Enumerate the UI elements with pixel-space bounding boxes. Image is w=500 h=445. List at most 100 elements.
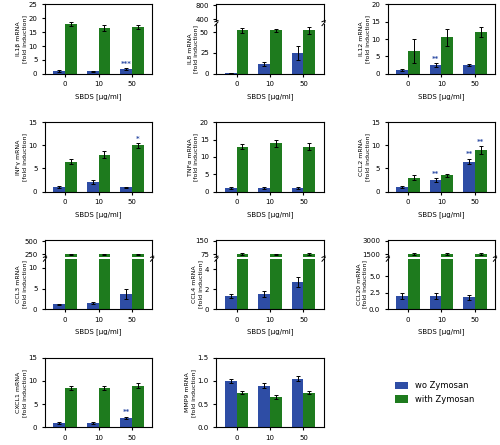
Bar <box>442 254 453 267</box>
X-axis label: SBDS [µg/ml]: SBDS [µg/ml] <box>247 328 293 336</box>
Bar <box>475 32 486 74</box>
Bar <box>270 32 281 33</box>
Bar <box>87 423 99 427</box>
Bar <box>132 386 144 427</box>
Bar <box>132 27 144 74</box>
Y-axis label: CCL4 mRNA
[fold induction]: CCL4 mRNA [fold induction] <box>192 260 203 308</box>
Bar <box>475 150 486 191</box>
Bar <box>270 30 281 74</box>
Bar <box>120 294 132 309</box>
Bar <box>408 0 420 309</box>
Bar <box>225 188 236 191</box>
Y-axis label: MMP9 mRNA
[fold induction]: MMP9 mRNA [fold induction] <box>186 368 196 417</box>
Bar <box>292 32 304 33</box>
Bar <box>65 388 77 427</box>
Bar <box>54 187 65 191</box>
Bar <box>65 0 77 309</box>
Bar <box>54 423 65 427</box>
X-axis label: SBDS [µg/ml]: SBDS [µg/ml] <box>418 211 465 218</box>
Bar <box>236 32 248 33</box>
Bar <box>270 254 281 267</box>
Bar <box>236 0 248 309</box>
Bar <box>225 381 236 427</box>
Bar <box>396 296 408 309</box>
Bar <box>408 178 420 191</box>
Bar <box>475 254 486 267</box>
Bar <box>408 51 420 74</box>
Bar <box>65 162 77 191</box>
Bar <box>65 24 77 74</box>
Bar <box>270 397 281 427</box>
Bar <box>120 418 132 427</box>
Bar <box>54 304 65 309</box>
X-axis label: SBDS [µg/ml]: SBDS [µg/ml] <box>76 328 122 336</box>
Bar <box>236 30 248 74</box>
Text: ***: *** <box>121 61 132 67</box>
Y-axis label: IL12 mRNA
[fold induction]: IL12 mRNA [fold induction] <box>359 15 370 63</box>
Bar <box>292 283 304 309</box>
X-axis label: SBDS [µg/ml]: SBDS [µg/ml] <box>418 328 465 336</box>
Y-axis label: IL1β mRNA
[fold induction]: IL1β mRNA [fold induction] <box>16 15 27 63</box>
Legend: wo Zymosan, with Zymosan: wo Zymosan, with Zymosan <box>392 378 477 407</box>
Bar <box>98 254 110 267</box>
X-axis label: SBDS [µg/ml]: SBDS [µg/ml] <box>247 93 293 100</box>
Bar <box>98 28 110 74</box>
X-axis label: SBDS [µg/ml]: SBDS [µg/ml] <box>76 211 122 218</box>
Bar <box>120 187 132 191</box>
Bar <box>270 143 281 191</box>
X-axis label: SBDS [µg/ml]: SBDS [µg/ml] <box>247 211 293 218</box>
Bar <box>98 388 110 427</box>
Bar <box>87 71 99 74</box>
Bar <box>304 146 315 191</box>
Bar <box>408 254 420 267</box>
Bar <box>292 188 304 191</box>
X-axis label: SBDS [µg/ml]: SBDS [µg/ml] <box>418 93 465 100</box>
Bar <box>304 30 315 74</box>
Bar <box>430 65 442 74</box>
Bar <box>120 69 132 74</box>
Bar <box>132 0 144 309</box>
Bar <box>442 0 453 309</box>
Bar <box>430 296 442 309</box>
Bar <box>225 296 236 309</box>
Bar <box>87 303 99 309</box>
Bar <box>270 0 281 309</box>
Text: **: ** <box>432 171 439 177</box>
Text: **: ** <box>466 151 472 158</box>
Bar <box>396 70 408 74</box>
Bar <box>236 146 248 191</box>
Bar <box>304 392 315 427</box>
Bar <box>396 187 408 191</box>
Text: *: * <box>136 136 140 142</box>
Y-axis label: IL8 mRNA
[fold induction]: IL8 mRNA [fold induction] <box>188 25 198 73</box>
Bar <box>98 0 110 309</box>
Bar <box>258 64 270 74</box>
Bar <box>292 379 304 427</box>
Bar <box>236 392 248 427</box>
Text: **: ** <box>477 139 484 145</box>
Y-axis label: TNFα mRNA
[fold induction]: TNFα mRNA [fold induction] <box>188 133 198 181</box>
Bar <box>430 180 442 191</box>
Bar <box>258 295 270 309</box>
Bar <box>304 0 315 309</box>
Bar <box>442 175 453 191</box>
Y-axis label: CCL2 mRNA
[fold induction]: CCL2 mRNA [fold induction] <box>359 133 370 181</box>
Y-axis label: CCL3 mRNA
[fold induction]: CCL3 mRNA [fold induction] <box>16 260 27 308</box>
Text: **: ** <box>432 56 439 62</box>
X-axis label: SBDS [µg/ml]: SBDS [µg/ml] <box>76 93 122 100</box>
Bar <box>258 386 270 427</box>
Bar <box>236 254 248 267</box>
Text: **: ** <box>122 409 130 415</box>
Bar <box>132 146 144 191</box>
Bar <box>54 71 65 74</box>
Bar <box>463 65 475 74</box>
Bar <box>225 73 236 74</box>
Bar <box>258 188 270 191</box>
Bar <box>132 254 144 267</box>
Bar <box>463 297 475 309</box>
Bar <box>463 162 475 191</box>
Bar <box>304 254 315 267</box>
Bar <box>304 32 315 33</box>
Bar <box>442 37 453 74</box>
Y-axis label: CCL20 mRNA
[fold induction]: CCL20 mRNA [fold induction] <box>357 260 368 308</box>
